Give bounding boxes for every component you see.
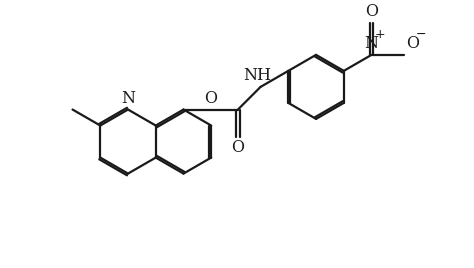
Text: O: O (406, 35, 419, 52)
Text: N: N (121, 90, 135, 107)
Text: O: O (365, 3, 378, 20)
Text: +: + (375, 28, 386, 41)
Text: O: O (231, 139, 245, 157)
Text: O: O (204, 90, 217, 107)
Text: NH: NH (243, 67, 271, 84)
Text: −: − (415, 28, 426, 41)
Text: N: N (365, 35, 379, 52)
